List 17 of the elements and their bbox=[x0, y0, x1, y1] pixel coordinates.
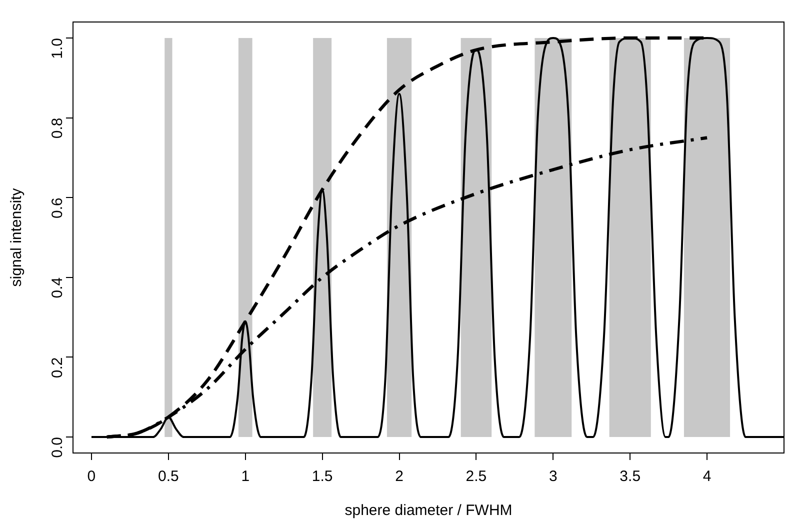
y-axis-title: signal intensity bbox=[8, 188, 26, 287]
y-tick-label: 0.4 bbox=[49, 277, 66, 298]
x-tick-label: 1 bbox=[241, 468, 250, 486]
x-tick-label: 3.5 bbox=[620, 468, 641, 486]
y-tick-label: 0.2 bbox=[49, 357, 66, 378]
x-tick-label: 1.5 bbox=[312, 468, 333, 486]
x-axis-title: sphere diameter / FWHM bbox=[344, 502, 512, 520]
x-tick-label: 3 bbox=[548, 468, 558, 486]
x-tick-label: 4 bbox=[702, 468, 712, 486]
y-tick-label: 0.0 bbox=[49, 437, 66, 458]
x-tick-label: 2 bbox=[395, 468, 404, 486]
x-tick-label: 0.5 bbox=[158, 468, 179, 486]
y-tick-label: 1.0 bbox=[49, 38, 66, 59]
x-tick-label: 0 bbox=[87, 468, 96, 486]
x-tick-label: 2.5 bbox=[466, 468, 487, 486]
y-tick-label: 0.8 bbox=[49, 118, 66, 139]
y-tick-label: 0.6 bbox=[49, 198, 66, 218]
